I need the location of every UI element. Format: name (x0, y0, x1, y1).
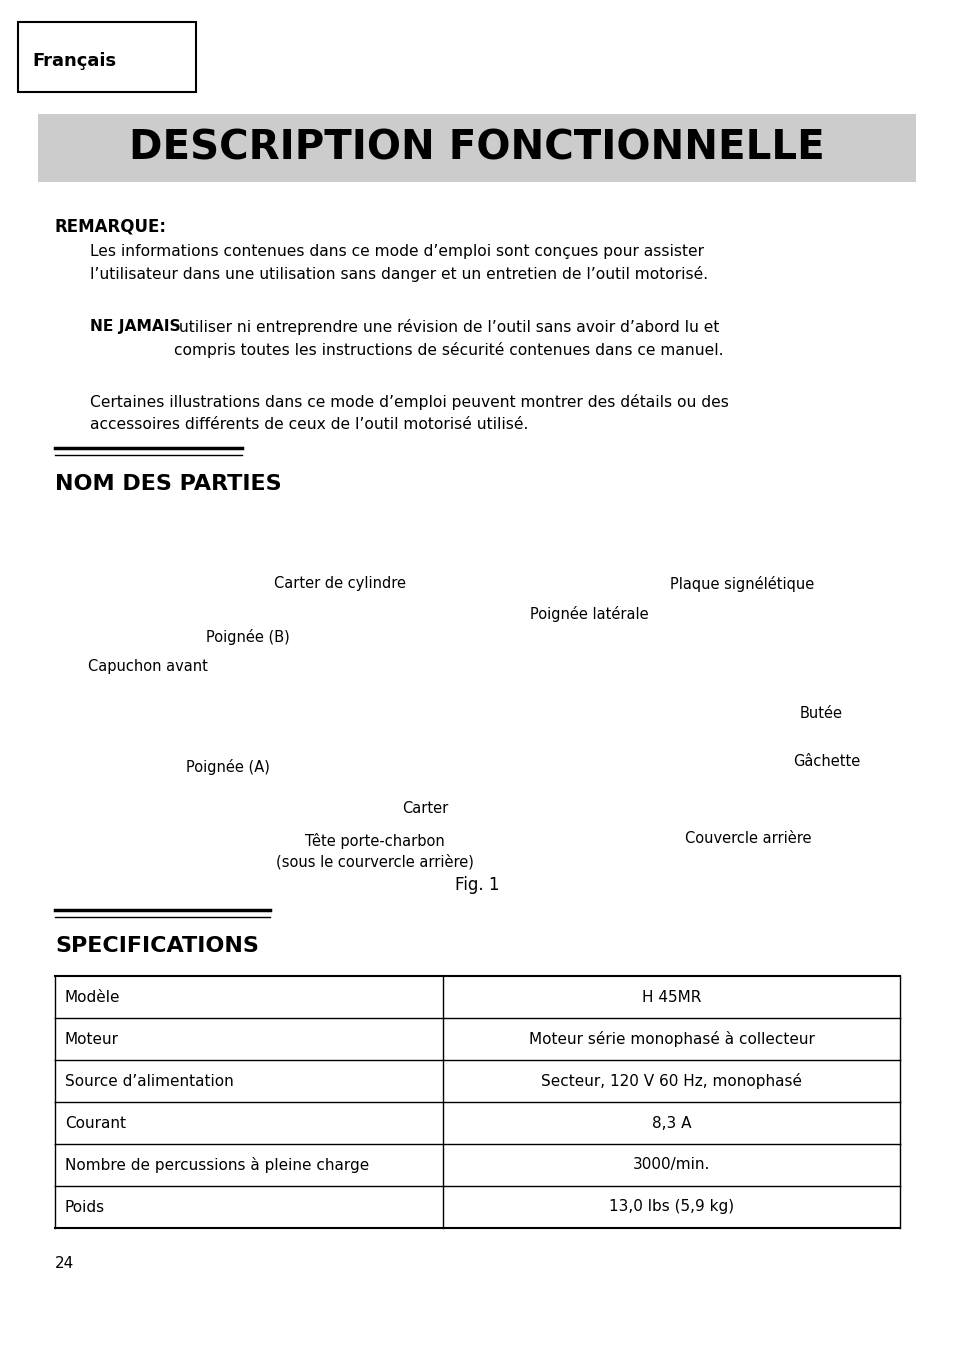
Text: 3000/min.: 3000/min. (632, 1157, 709, 1172)
Text: Les informations contenues dans ce mode d’emploi sont conçues pour assister
l’ut: Les informations contenues dans ce mode … (90, 243, 707, 283)
Text: Français: Français (32, 51, 116, 70)
Text: Nombre de percussions à pleine charge: Nombre de percussions à pleine charge (65, 1157, 369, 1174)
Text: utiliser ni entreprendre une révision de l’outil sans avoir d’abord lu et
compri: utiliser ni entreprendre une révision de… (173, 319, 722, 358)
Text: Couvercle arrière: Couvercle arrière (684, 831, 811, 846)
Text: Courant: Courant (65, 1115, 126, 1130)
Bar (38, 114, 915, 183)
Text: Tête porte-charbon
(sous le courvercle arrière): Tête porte-charbon (sous le courvercle a… (275, 833, 474, 869)
Text: Source d’alimentation: Source d’alimentation (65, 1073, 233, 1088)
Text: NOM DES PARTIES: NOM DES PARTIES (55, 475, 281, 493)
Text: Butée: Butée (800, 706, 842, 721)
Text: H 45MR: H 45MR (641, 990, 700, 1005)
Text: REMARQUE:: REMARQUE: (55, 218, 167, 237)
Text: Fig. 1: Fig. 1 (455, 876, 498, 894)
Text: Gâchette: Gâchette (792, 754, 860, 769)
Text: NE JAMAIS: NE JAMAIS (90, 319, 180, 334)
Text: Moteur: Moteur (65, 1032, 119, 1046)
Text: Carter: Carter (401, 800, 448, 817)
Text: Poids: Poids (65, 1199, 105, 1214)
Text: Modèle: Modèle (65, 990, 120, 1005)
Text: Plaque signélétique: Plaque signélétique (669, 576, 814, 592)
Text: Carter de cylindre: Carter de cylindre (274, 576, 406, 591)
Text: Capuchon avant: Capuchon avant (88, 658, 208, 675)
Text: 13,0 lbs (5,9 kg): 13,0 lbs (5,9 kg) (608, 1199, 733, 1214)
Text: Moteur série monophasé à collecteur: Moteur série monophasé à collecteur (528, 1032, 814, 1046)
Text: DESCRIPTION FONCTIONNELLE: DESCRIPTION FONCTIONNELLE (129, 128, 824, 168)
Text: Secteur, 120 V 60 Hz, monophasé: Secteur, 120 V 60 Hz, monophasé (540, 1073, 801, 1088)
Text: 8,3 A: 8,3 A (651, 1115, 691, 1130)
Bar (18, 22, 195, 92)
Text: Poignée latérale: Poignée latérale (530, 606, 648, 622)
Text: SPECIFICATIONS: SPECIFICATIONS (55, 936, 258, 956)
Text: Poignée (A): Poignée (A) (186, 758, 270, 775)
Text: Certaines illustrations dans ce mode d’emploi peuvent montrer des détails ou des: Certaines illustrations dans ce mode d’e… (90, 393, 728, 431)
Text: Poignée (B): Poignée (B) (206, 629, 290, 645)
Text: 24: 24 (55, 1256, 74, 1271)
